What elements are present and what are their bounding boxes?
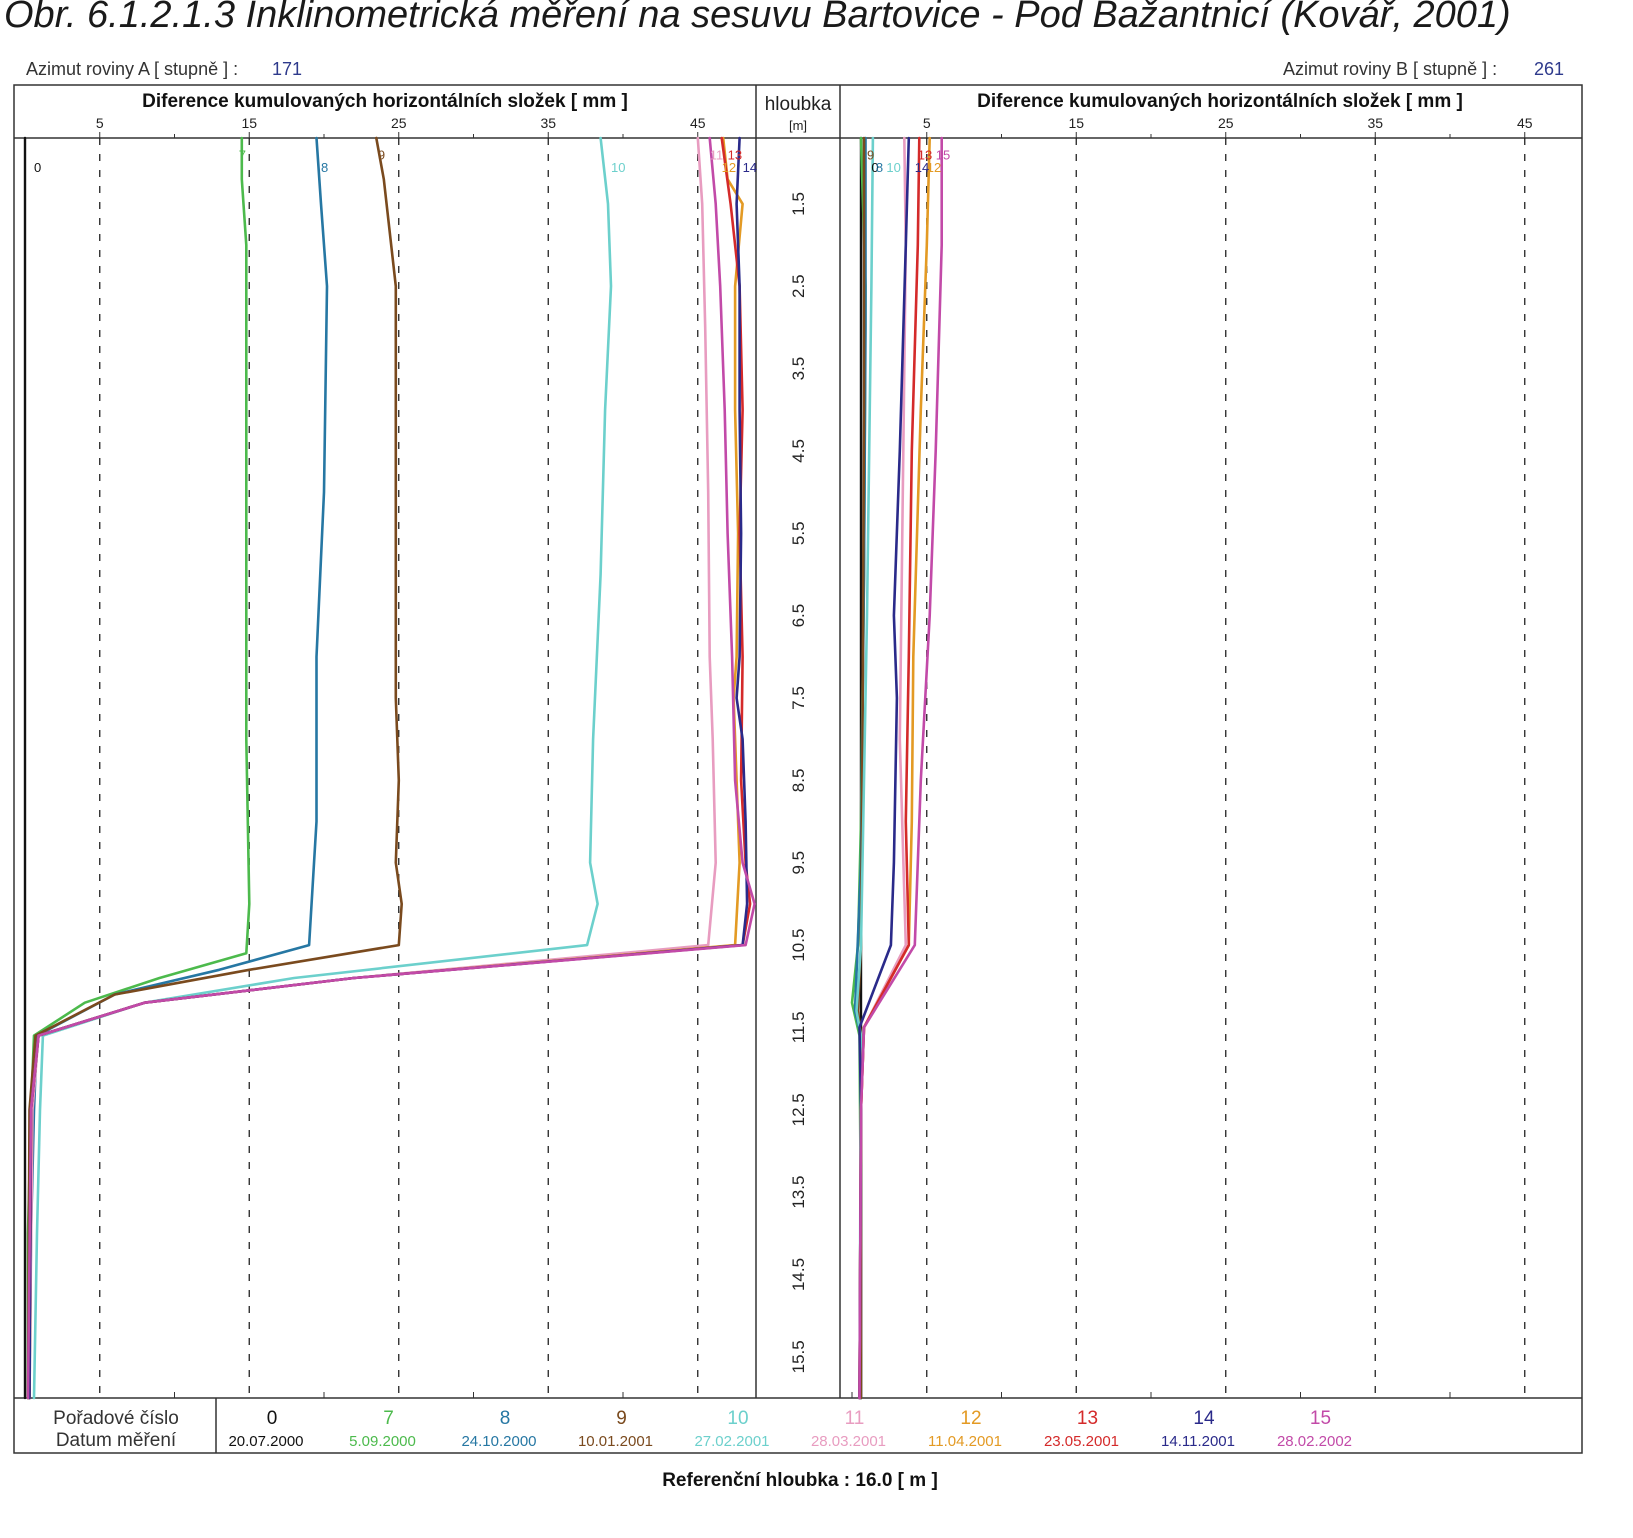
x-tick-label-b-15: 15 [1068,115,1084,131]
line-label-a-11: 11 [710,147,724,162]
depth-tick-label-4.5: 4.5 [789,439,808,463]
line-label-b-15: 15 [936,147,950,162]
depth-tick-label-3.5: 3.5 [789,357,808,381]
x-tick-label-b-35: 35 [1367,115,1383,131]
reference-depth-label: Referenční hloubka : 16.0 [ m ] [662,1470,938,1491]
azimuth-b-value: 261 [1534,59,1564,79]
x-tick-label-a-45: 45 [690,115,706,131]
depth-tick-label-14.5: 14.5 [789,1258,808,1291]
depth-tick-label-2.5: 2.5 [789,274,808,298]
depth-header: hloubka [765,94,832,115]
depth-tick-label-11.5: 11.5 [789,1011,808,1043]
depth-tick-label-13.5: 13.5 [789,1176,808,1209]
legend-number-8: 8 [500,1408,511,1429]
line-label-a-10: 10 [611,160,625,175]
series-a-9 [26,136,404,1400]
series-a-11 [28,136,718,1400]
depth-tick-labels: 1.5 2.5 3.5 4.5 5.5 6.5 7.5 8.5 9.5 10.5 11.5 12.5 1… [789,192,808,1373]
legend-date-9: 10.01.2001 [578,1433,653,1450]
series-b-13 [858,136,921,1400]
legend-number-14: 14 [1193,1408,1215,1429]
legend-number-10: 10 [727,1408,748,1429]
depth-tick-label-1.5: 1.5 [789,192,808,216]
legend-number-13: 13 [1077,1408,1098,1429]
panel-a-title: Diference kumulovaných horizontálních sl… [142,91,628,112]
depth-tick-label-10.5: 10.5 [789,929,808,962]
depth-tick-label-8.5: 8.5 [789,769,808,793]
legend-number-7: 7 [383,1408,394,1429]
panel-b-grid: 5 15 25 35 45 [851,115,1533,1398]
line-label-a-13: 13 [728,147,742,162]
legend-date-15: 28.02.2002 [1277,1433,1352,1450]
legend-date-7: 5.09.2000 [349,1433,416,1450]
line-label-a-8: 8 [321,160,328,175]
depth-tick-label-15.5: 15.5 [789,1340,808,1373]
series-b-14 [858,136,911,1400]
azimuth-a-label: Azimut roviny A [ stupně ] : [26,59,238,79]
line-label-a-9: 9 [378,147,385,162]
legend-date-14: 14.11.2001 [1161,1433,1235,1450]
legend-date-0: 20.07.2000 [228,1433,303,1450]
series-a-12 [28,136,744,1400]
line-label-b-8: 8 [876,160,883,175]
legend-number-15: 15 [1310,1408,1331,1429]
x-tick-label-b-5: 5 [923,115,931,131]
series-a-8 [28,136,329,1400]
x-tick-label-b-25: 25 [1218,115,1234,131]
line-label-b-13: 13 [918,147,932,162]
legend: 0 20.07.2000 7 5.09.2000 8 24.10.2000 9 10.01.2… [228,1408,1352,1450]
legend-row1-label: Pořadové číslo [53,1408,179,1429]
x-tick-label-a-35: 35 [540,115,556,131]
legend-date-13: 23.05.2001 [1044,1433,1119,1450]
azimuth-a-value: 171 [272,59,302,79]
depth-tick-label-5.5: 5.5 [789,521,808,545]
series-a-14 [28,136,749,1400]
line-label-b-9: 9 [867,147,874,162]
panel-b-title: Diference kumulovaných horizontálních sl… [977,91,1463,112]
depth-tick-label-7.5: 7.5 [789,686,808,710]
legend-date-10: 27.02.2001 [694,1433,769,1450]
figure-caption: Obr. 6.1.2.1.3 Inklinometrická měření na… [4,0,1511,36]
legend-number-9: 9 [616,1408,627,1429]
panel-a-grid: 5 15 25 35 45 [24,115,706,1398]
azimuth-b-label: Azimut roviny B [ stupně ] : [1283,59,1497,79]
x-tick-label-a-5: 5 [96,115,104,131]
line-label-b-14: 14 [915,160,929,175]
line-label-a-12: 12 [722,160,736,175]
x-tick-label-b-45: 45 [1517,115,1533,131]
x-tick-label-a-25: 25 [391,115,407,131]
line-label-b-0: 0 [871,160,878,175]
legend-number-12: 12 [960,1408,981,1429]
legend-number-11: 11 [845,1408,865,1429]
depth-tick-label-6.5: 6.5 [789,604,808,628]
chart-frame [13,84,1583,1454]
line-label-b-10: 10 [886,160,900,175]
line-label-a-0: 0 [34,160,41,175]
line-label-a-7: 7 [239,147,246,162]
series-b-15 [858,136,944,1400]
series-a-10 [32,136,613,1400]
line-label-a-14: 14 [743,160,757,175]
depth-unit: [m] [789,118,807,133]
legend-row2-label: Datum měření [56,1430,177,1451]
depth-tick-label-9.5: 9.5 [789,851,808,875]
x-tick-label-a-15: 15 [241,115,257,131]
legend-date-12: 11.04.2001 [928,1433,1002,1450]
series-a-15 [26,136,756,1400]
legend-date-11: 28.03.2001 [811,1433,886,1450]
legend-number-0: 0 [267,1408,278,1429]
series-a-7 [26,136,251,1400]
line-label-b-12: 12 [927,160,941,175]
series-a-13 [28,136,752,1400]
legend-date-8: 24.10.2000 [461,1433,536,1450]
depth-tick-label-12.5: 12.5 [789,1093,808,1126]
